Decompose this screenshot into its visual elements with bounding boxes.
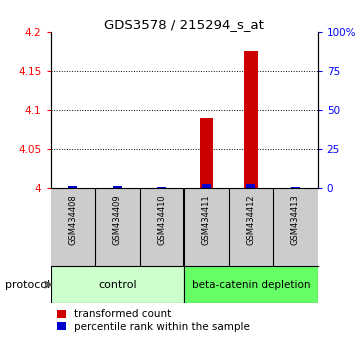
Bar <box>113 186 122 188</box>
Bar <box>202 184 211 188</box>
Bar <box>184 266 318 303</box>
Title: GDS3578 / 215294_s_at: GDS3578 / 215294_s_at <box>104 18 264 31</box>
Bar <box>68 186 77 188</box>
Bar <box>200 118 213 188</box>
Text: GSM434410: GSM434410 <box>157 194 166 245</box>
Bar <box>247 184 255 188</box>
Text: GSM434408: GSM434408 <box>68 194 77 245</box>
Legend: transformed count, percentile rank within the sample: transformed count, percentile rank withi… <box>56 308 251 333</box>
Text: GSM434412: GSM434412 <box>247 194 255 245</box>
Bar <box>51 266 184 303</box>
Text: control: control <box>98 280 136 290</box>
Bar <box>157 187 166 188</box>
Text: beta-catenin depletion: beta-catenin depletion <box>192 280 310 290</box>
Text: protocol: protocol <box>5 280 51 290</box>
Text: GSM434411: GSM434411 <box>202 194 211 245</box>
Bar <box>244 51 258 188</box>
Bar <box>291 187 300 188</box>
Text: GSM434413: GSM434413 <box>291 194 300 245</box>
Text: GSM434409: GSM434409 <box>113 194 122 245</box>
